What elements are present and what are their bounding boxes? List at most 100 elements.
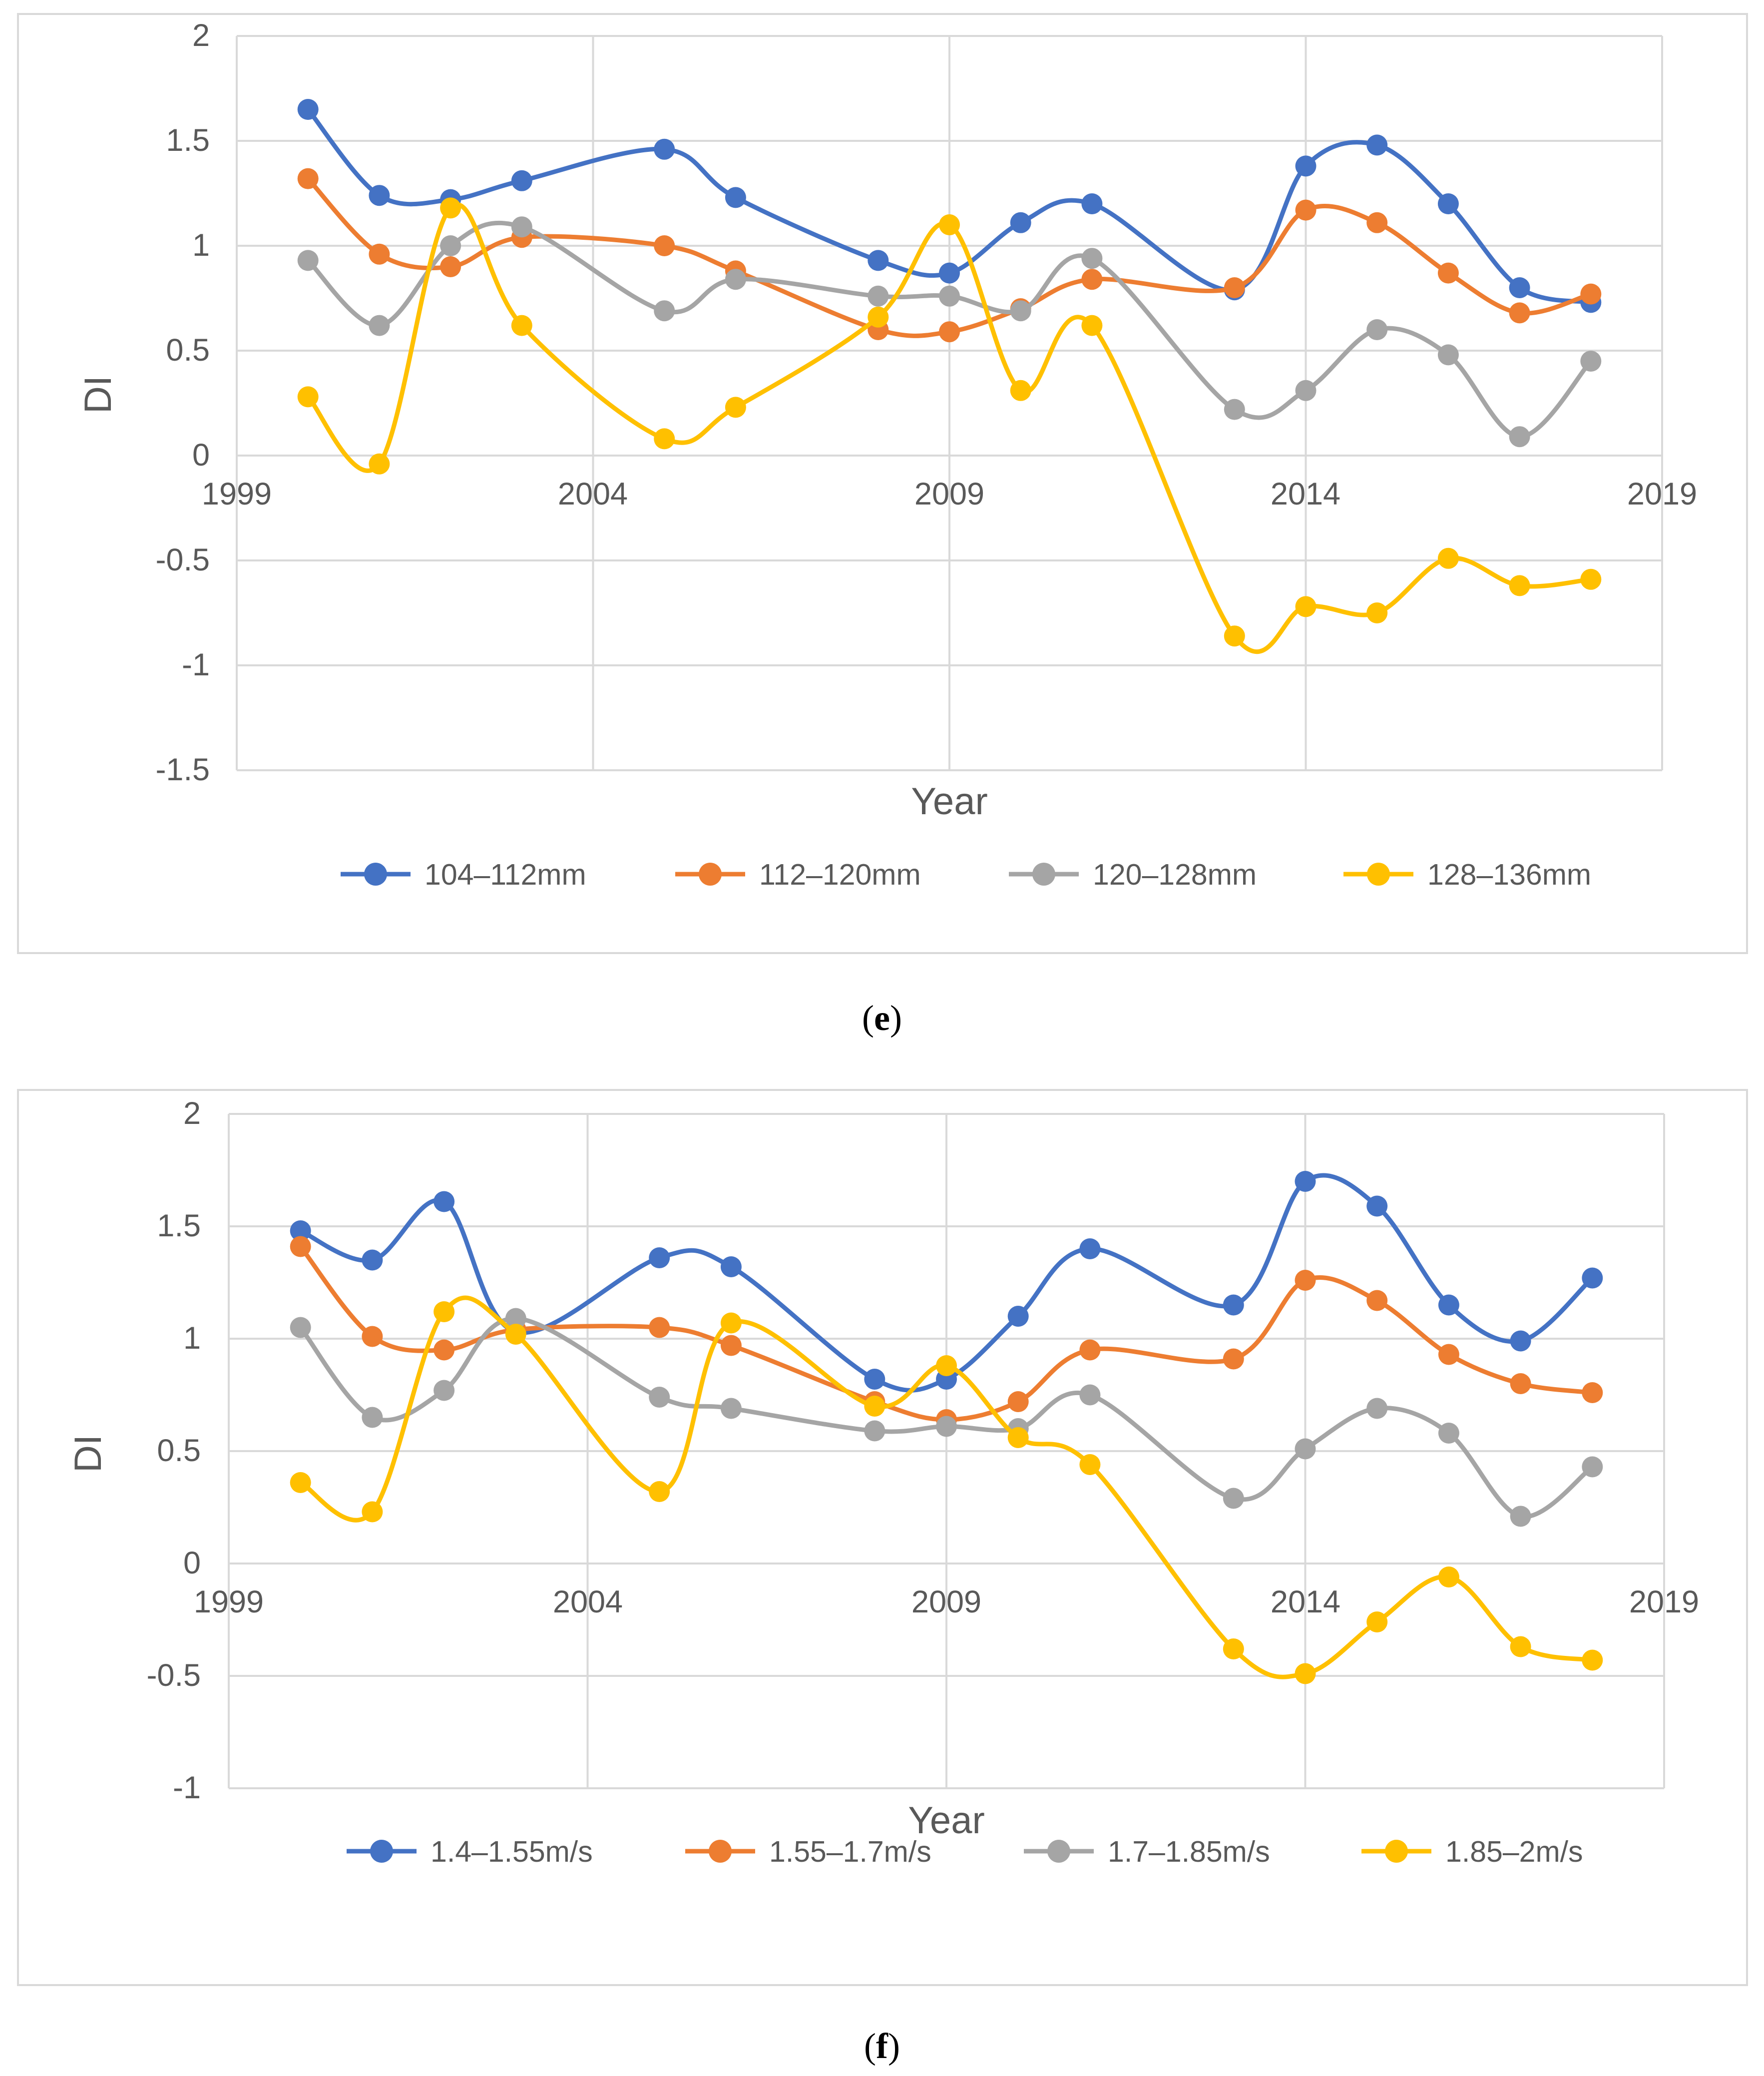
data-point[interactable] (1295, 1438, 1316, 1460)
data-point[interactable] (939, 285, 960, 307)
data-point[interactable] (1438, 1294, 1459, 1316)
data-point[interactable] (864, 1369, 885, 1390)
data-point[interactable] (1437, 344, 1459, 366)
data-point[interactable] (1295, 1270, 1316, 1291)
data-point[interactable] (1223, 1638, 1244, 1659)
data-point[interactable] (868, 306, 889, 328)
data-point[interactable] (1224, 399, 1245, 420)
data-point[interactable] (1438, 1566, 1459, 1587)
data-point[interactable] (1081, 248, 1103, 269)
series-line[interactable] (298, 1316, 1595, 1519)
data-point[interactable] (649, 1387, 670, 1408)
data-point[interactable] (1007, 1427, 1029, 1448)
legend-item[interactable]: 1.4–1.55m/s (347, 1835, 593, 1868)
data-point[interactable] (725, 397, 746, 418)
data-point[interactable] (936, 1416, 957, 1437)
data-point[interactable] (440, 197, 461, 219)
data-point[interactable] (1437, 193, 1459, 214)
data-point[interactable] (1081, 315, 1103, 336)
data-point[interactable] (654, 300, 675, 322)
data-point[interactable] (1007, 1391, 1029, 1412)
data-point[interactable] (434, 1380, 455, 1401)
data-point[interactable] (1295, 1663, 1316, 1684)
data-point[interactable] (1510, 1373, 1531, 1394)
data-point[interactable] (725, 187, 746, 208)
data-point[interactable] (649, 1247, 670, 1268)
data-point[interactable] (1081, 269, 1103, 290)
data-point[interactable] (440, 235, 461, 256)
data-point[interactable] (868, 285, 889, 307)
data-point[interactable] (1438, 1344, 1459, 1365)
data-point[interactable] (1295, 199, 1317, 221)
data-point[interactable] (1366, 1611, 1388, 1632)
data-point[interactable] (720, 1398, 742, 1419)
data-point[interactable] (1366, 319, 1388, 340)
data-point[interactable] (1580, 283, 1602, 305)
data-point[interactable] (1224, 625, 1245, 647)
data-point[interactable] (1582, 1267, 1603, 1289)
data-point[interactable] (434, 1301, 455, 1322)
data-point[interactable] (1295, 596, 1317, 617)
data-point[interactable] (1437, 262, 1459, 284)
data-point[interactable] (1580, 351, 1602, 372)
data-point[interactable] (1509, 426, 1530, 448)
data-point[interactable] (440, 256, 461, 277)
data-point[interactable] (1366, 212, 1388, 233)
data-point[interactable] (297, 168, 319, 189)
data-point[interactable] (1366, 1195, 1388, 1217)
data-point[interactable] (1081, 193, 1103, 214)
data-point[interactable] (868, 250, 889, 271)
data-point[interactable] (1224, 277, 1245, 298)
data-point[interactable] (505, 1324, 526, 1345)
data-point[interactable] (290, 1236, 311, 1257)
data-point[interactable] (1010, 380, 1031, 401)
data-point[interactable] (1295, 155, 1317, 177)
data-point[interactable] (369, 243, 390, 265)
data-point[interactable] (720, 1335, 742, 1356)
data-point[interactable] (649, 1317, 670, 1338)
data-point[interactable] (1580, 568, 1602, 590)
data-point[interactable] (290, 1472, 311, 1493)
data-point[interactable] (1366, 602, 1388, 623)
data-point[interactable] (1295, 380, 1317, 401)
data-point[interactable] (939, 214, 960, 235)
data-point[interactable] (1437, 547, 1459, 569)
data-point[interactable] (1438, 1423, 1459, 1444)
legend-item[interactable]: 104–112mm (341, 858, 586, 891)
data-point[interactable] (649, 1481, 670, 1502)
data-point[interactable] (654, 235, 675, 256)
data-point[interactable] (511, 216, 532, 238)
data-point[interactable] (290, 1317, 311, 1338)
series-line[interactable] (306, 107, 1593, 305)
data-point[interactable] (505, 1308, 526, 1329)
data-point[interactable] (434, 1191, 455, 1212)
data-point[interactable] (1510, 1330, 1531, 1352)
data-point[interactable] (1366, 1290, 1388, 1311)
data-point[interactable] (1510, 1506, 1531, 1527)
data-point[interactable] (1582, 1649, 1603, 1671)
data-point[interactable] (369, 315, 390, 336)
data-point[interactable] (1010, 300, 1031, 322)
data-point[interactable] (297, 386, 319, 408)
data-point[interactable] (1509, 575, 1530, 596)
data-point[interactable] (511, 315, 532, 336)
data-point[interactable] (1582, 1382, 1603, 1403)
data-point[interactable] (362, 1326, 383, 1347)
series-line[interactable] (298, 1173, 1595, 1393)
data-point[interactable] (939, 321, 960, 343)
data-point[interactable] (936, 1355, 957, 1376)
series-line[interactable] (306, 202, 1593, 654)
data-point[interactable] (369, 453, 390, 475)
legend-item[interactable]: 128–136mm (1343, 858, 1591, 891)
data-point[interactable] (290, 1220, 311, 1241)
legend-item[interactable]: 1.85–2m/s (1361, 1835, 1583, 1868)
data-point[interactable] (1079, 1384, 1101, 1406)
data-point[interactable] (654, 138, 675, 160)
data-point[interactable] (434, 1339, 455, 1361)
data-point[interactable] (1366, 1398, 1388, 1419)
legend-item[interactable]: 1.7–1.85m/s (1024, 1835, 1270, 1868)
data-point[interactable] (511, 170, 532, 191)
data-point[interactable] (864, 1396, 885, 1417)
legend-item[interactable]: 120–128mm (1009, 858, 1257, 891)
data-point[interactable] (362, 1501, 383, 1523)
